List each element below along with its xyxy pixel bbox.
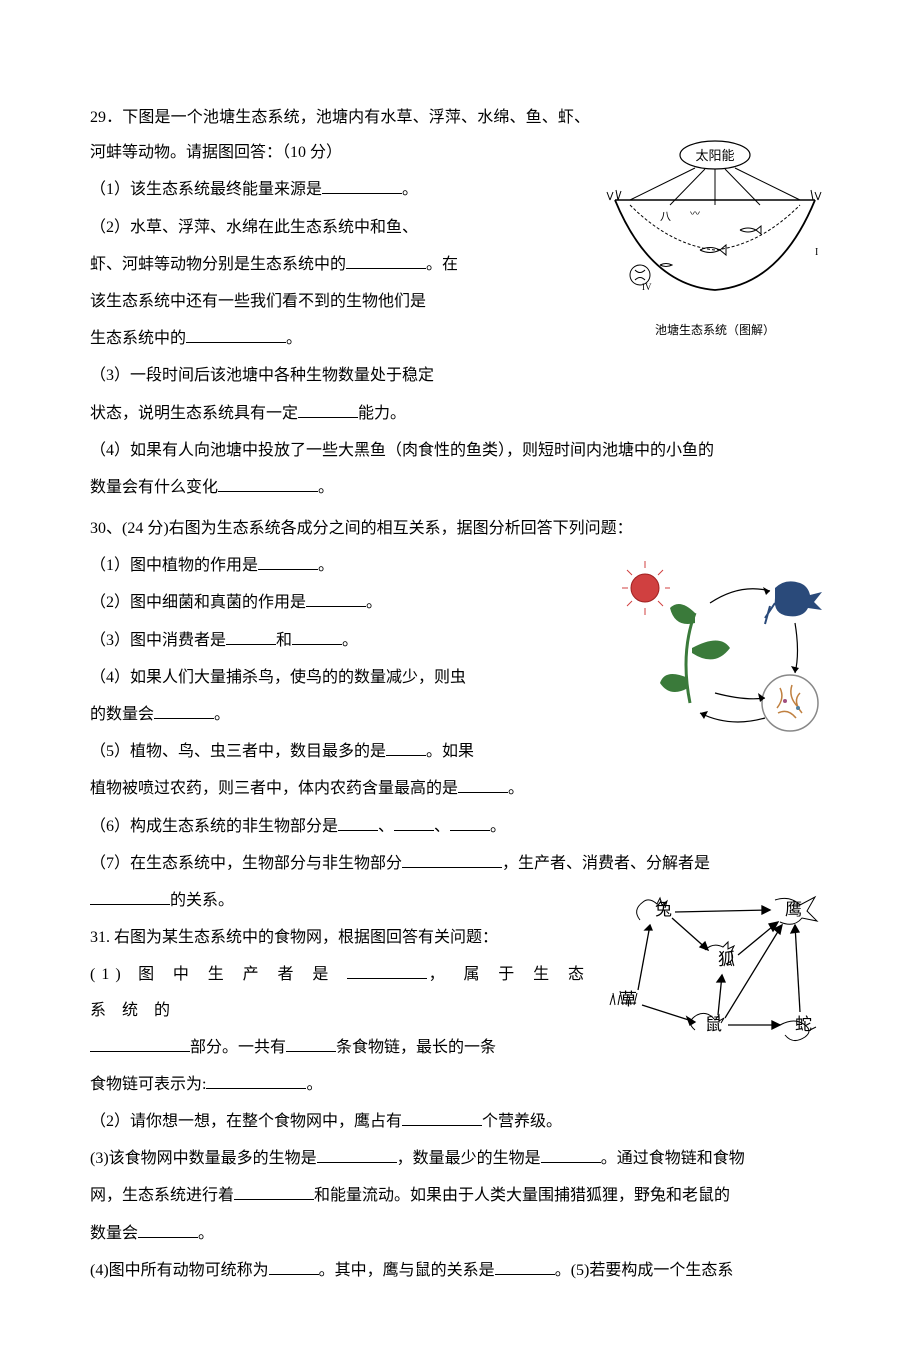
q29-3-l2: 状态，说明生态系统具有一定能力。 — [90, 396, 830, 431]
q30-5-l2: 植物被喷过农药，则三者中，体内农药含量最高的是。 — [90, 771, 830, 806]
pond-figure-caption: 池塘生态系统（图解） — [600, 317, 830, 343]
document-body: 太阳能 八 〰 IV I 池塘生态系统（图解） 29．下图是一个池塘生态系统，池… — [90, 100, 830, 1288]
q31-3-l2: 网，生态系统进行着和能量流动。如果由于人类大量围捕猎狐狸，野兔和老鼠的 — [90, 1178, 830, 1213]
q30-7-l1: （7）在生态系统中，生物部分与非生物部分，生产者、消费者、分解者是 — [90, 846, 830, 881]
svg-text:〰: 〰 — [690, 209, 700, 220]
q29-4-l2: 数量会有什么变化。 — [90, 470, 830, 505]
q31-3-l3: 数量会。 — [90, 1216, 830, 1251]
svg-text:八: 八 — [660, 211, 671, 223]
q31-2: （2）请你想一想，在整个食物网中，鹰占有个营养级。 — [90, 1104, 830, 1139]
pond-diagram-svg: 太阳能 八 〰 IV I — [600, 135, 830, 315]
q31-4: (4)图中所有动物可统称为。其中，鹰与鼠的关系是。(5)若要构成一个生态系 — [90, 1253, 830, 1288]
food-web-figure: 兔 鹰 狐 草 鼠 蛇 — [600, 890, 830, 1060]
food-web-svg: 兔 鹰 狐 草 鼠 蛇 — [600, 890, 830, 1060]
sun-label: 太阳能 — [695, 148, 734, 163]
q30-6: （6）构成生态系统的非生物部分是、、。 — [90, 809, 830, 844]
q31-1-l3: 食物链可表示为:。 — [90, 1067, 830, 1102]
fw-eagle: 鹰 — [785, 900, 802, 919]
q29-4-l1: （4）如果有人向池塘中投放了一些大黑鱼（肉食性的鱼类），则短时间内池塘中的小鱼的 — [90, 433, 830, 468]
svg-text:IV: IV — [642, 282, 652, 292]
q29-3-l1: （3）一段时间后该池塘中各种生物数量处于稳定 — [90, 358, 830, 393]
q30-intro: 30、(24 分)右图为生态系统各成分之间的相互关系，据图分析回答下列问题： — [90, 511, 830, 546]
q31-3-l1: (3)该食物网中数量最多的生物是，数量最少的生物是。通过食物链和食物 — [90, 1141, 830, 1176]
ecosystem-cycle-figure — [620, 553, 830, 753]
fw-grass: 草 — [620, 990, 637, 1009]
pond-ecosystem-figure: 太阳能 八 〰 IV I 池塘生态系统（图解） — [600, 135, 830, 343]
svg-text:I: I — [815, 247, 818, 258]
cycle-diagram-svg — [620, 553, 830, 753]
